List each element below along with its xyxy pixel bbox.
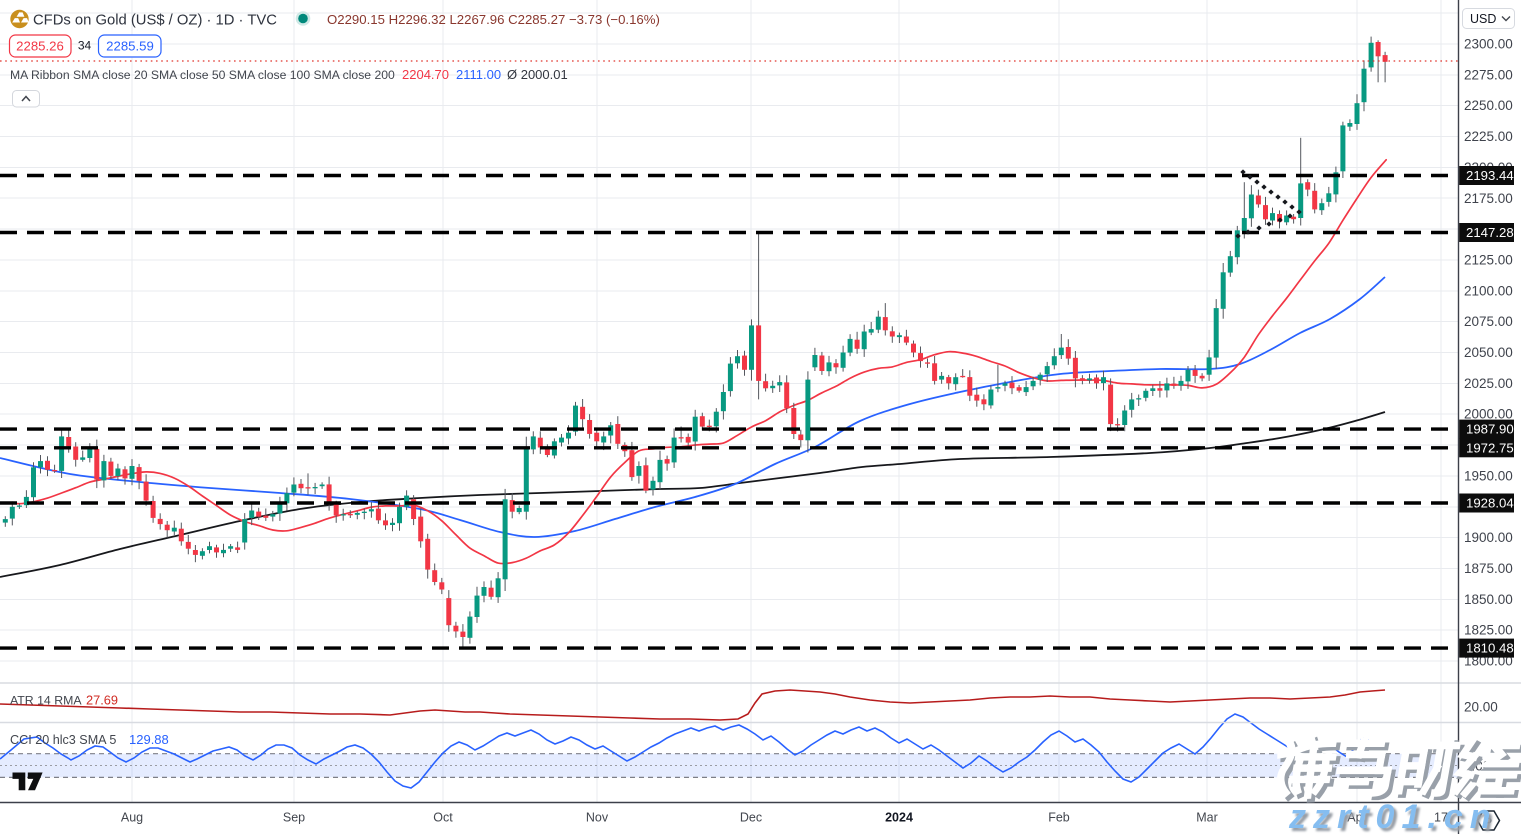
svg-text:2147.28: 2147.28 (1466, 225, 1514, 240)
svg-text:2025.00: 2025.00 (1464, 376, 1513, 391)
svg-text:O2290.15 H2296.32 L2267.96 C22: O2290.15 H2296.32 L2267.96 C2285.27 −3.7… (327, 12, 660, 27)
svg-text:1825.00: 1825.00 (1464, 623, 1513, 638)
svg-text:2275.00: 2275.00 (1464, 67, 1513, 82)
svg-text:1850.00: 1850.00 (1464, 592, 1513, 607)
svg-text:27.69: 27.69 (86, 693, 118, 708)
svg-text:1810.48: 1810.48 (1466, 641, 1514, 656)
svg-text:2285.59: 2285.59 (106, 39, 154, 54)
svg-text:zzrt01.cn: zzrt01.cn (1288, 798, 1498, 834)
svg-text:ATR 14 RMA: ATR 14 RMA (10, 694, 82, 708)
svg-text:Apr: Apr (1347, 811, 1366, 825)
svg-text:Ø 2000.01: Ø 2000.01 (507, 67, 568, 82)
svg-text:2225.00: 2225.00 (1464, 129, 1513, 144)
svg-text:1928.04: 1928.04 (1466, 496, 1514, 511)
svg-text:Feb: Feb (1048, 811, 1070, 825)
svg-text:2285.26: 2285.26 (16, 39, 64, 54)
svg-text:1950.00: 1950.00 (1464, 468, 1513, 483)
svg-text:2075.00: 2075.00 (1464, 314, 1513, 329)
svg-text:Mar: Mar (1196, 811, 1218, 825)
svg-text:Sep: Sep (283, 811, 305, 825)
svg-text:MA Ribbon SMA close 20 SMA clo: MA Ribbon SMA close 20 SMA close 50 SMA … (10, 68, 395, 82)
svg-text:129.88: 129.88 (129, 732, 169, 747)
svg-text:2024: 2024 (885, 811, 913, 825)
svg-text:1900.00: 1900.00 (1464, 530, 1513, 545)
svg-text:Nov: Nov (586, 811, 609, 825)
svg-text:Dec: Dec (740, 811, 762, 825)
svg-text:2111.00: 2111.00 (456, 67, 501, 82)
svg-text:2204.70: 2204.70 (402, 67, 449, 82)
svg-text:1987.90: 1987.90 (1466, 422, 1514, 437)
svg-text:CFDs on Gold (US$ / OZ) · 1D ·: CFDs on Gold (US$ / OZ) · 1D · TVC (33, 13, 277, 29)
svg-text:1972.75: 1972.75 (1466, 440, 1514, 455)
svg-text:2125.00: 2125.00 (1464, 252, 1513, 267)
svg-text:2193.44: 2193.44 (1466, 168, 1514, 183)
svg-text:Aug: Aug (121, 811, 143, 825)
svg-text:2175.00: 2175.00 (1464, 191, 1513, 206)
svg-text:2100.00: 2100.00 (1464, 283, 1513, 298)
svg-text:20.00: 20.00 (1464, 700, 1498, 715)
svg-text:2300.00: 2300.00 (1464, 37, 1513, 52)
svg-text:34: 34 (78, 39, 92, 53)
svg-text:2000.00: 2000.00 (1464, 407, 1513, 422)
svg-text:CCI 20 hlc3 SMA 5: CCI 20 hlc3 SMA 5 (10, 733, 116, 747)
svg-text:USD: USD (1470, 12, 1496, 26)
svg-text:17: 17 (1434, 811, 1448, 825)
svg-text:1875.00: 1875.00 (1464, 561, 1513, 576)
svg-text:Oct: Oct (433, 811, 453, 825)
svg-text:2250.00: 2250.00 (1464, 98, 1513, 113)
svg-text:2050.00: 2050.00 (1464, 345, 1513, 360)
